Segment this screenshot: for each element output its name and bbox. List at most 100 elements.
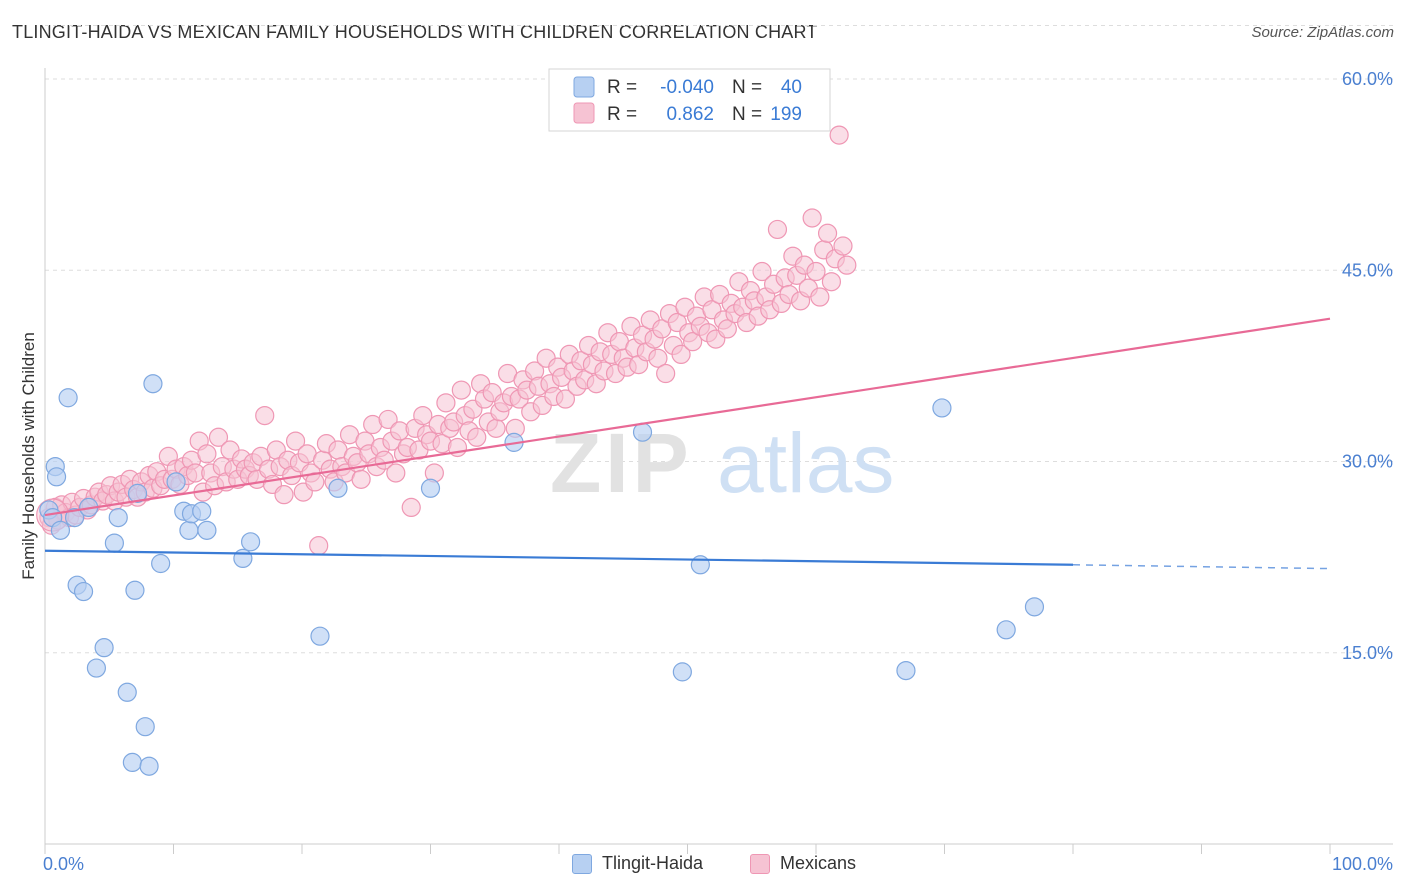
mexicans-point-161 <box>656 363 676 384</box>
legend-label-tlingit-haida: Tlingit-Haida <box>602 853 704 873</box>
tlingit-haida-point-3 <box>46 467 67 487</box>
tlingit-haida-point-20 <box>143 374 163 394</box>
y-tick-label-2: 45.0% <box>1342 260 1393 280</box>
watermark: ZIP atlas <box>550 416 894 510</box>
source-label: Source: ZipAtlas.com <box>1251 24 1394 41</box>
watermark-zip: ZIP <box>550 416 693 510</box>
mexicans-point-159 <box>648 348 668 368</box>
mexicans-point-117 <box>486 418 506 438</box>
mexicans-point-95 <box>401 497 421 517</box>
mexicans-point-203 <box>817 223 838 243</box>
mexicans-point-200 <box>806 261 826 282</box>
tlingit-haida-point-11 <box>94 638 114 658</box>
mexicans-point-45 <box>208 427 229 447</box>
trend-line-tlingit-haida-extension <box>1072 564 1331 570</box>
legend-top-box <box>548 68 831 132</box>
legend-swatch-pink <box>750 853 770 874</box>
tlingit-haida-point-29 <box>241 532 261 552</box>
x-tick-label-min: 0.0% <box>43 854 84 874</box>
tlingit-haida-point-28 <box>233 548 253 569</box>
mexicans-point-165 <box>671 344 691 364</box>
series-tlingit-haida-points <box>39 374 1045 776</box>
watermark-atlas: atlas <box>717 416 894 510</box>
mexicans-point-201 <box>810 287 830 307</box>
legend-swatch-blue <box>572 853 592 874</box>
legend-top-swatch-pink <box>573 102 595 124</box>
tlingit-haida-point-38 <box>932 398 952 418</box>
legend-item-mexicans[interactable]: Mexicans <box>750 853 856 874</box>
mexicans-point-206 <box>829 125 849 145</box>
mexicans-point-98 <box>413 406 433 426</box>
mexicans-point-62 <box>274 485 294 505</box>
mexicans-point-177 <box>717 319 737 339</box>
mexicans-point-208 <box>837 255 857 275</box>
legend-top: R = -0.040 N = 40 R = 0.862 N = 199 <box>548 68 831 132</box>
tlingit-haida-point-18 <box>135 717 155 737</box>
mexicans-point-71 <box>309 536 329 556</box>
legend-item-tlingit-haida[interactable]: Tlingit-Haida <box>572 853 703 874</box>
legend-top-r-value-blue: -0.040 <box>660 77 714 98</box>
tlingit-haida-point-6 <box>64 507 85 528</box>
tlingit-haida-point-27 <box>197 520 217 540</box>
mexicans-point-204 <box>821 272 842 292</box>
legend-top-r-label-pink: R = <box>607 104 642 125</box>
mexicans-point-112 <box>467 427 487 447</box>
mexicans-point-190 <box>767 219 788 240</box>
y-tick-labels: 15.0% 30.0% 45.0% 60.0% <box>1342 69 1393 663</box>
tlingit-haida-point-14 <box>117 682 137 702</box>
tlingit-haida-point-39 <box>996 620 1016 640</box>
chart-title: TLINGIT-HAIDA VS MEXICAN FAMILY HOUSEHOL… <box>12 22 818 42</box>
mexicans-point-91 <box>386 463 406 483</box>
mexicans-point-168 <box>683 332 703 352</box>
tlingit-haida-point-24 <box>179 520 199 540</box>
mexicans-point-89 <box>378 409 398 430</box>
axes <box>44 68 1393 854</box>
legend-top-r-value-pink: 0.862 <box>666 104 714 125</box>
trend-lines <box>44 317 1331 570</box>
y-tick-label-3: 60.0% <box>1342 69 1393 89</box>
tlingit-haida-point-10 <box>86 658 107 678</box>
tlingit-haida-point-8 <box>73 581 94 602</box>
legend-top-n-value-pink: 199 <box>770 104 802 125</box>
tlingit-haida-point-21 <box>151 553 171 574</box>
legend-top-r-label-blue: R = <box>607 77 642 98</box>
tlingit-haida-point-37 <box>896 660 916 681</box>
tlingit-haida-point-26 <box>192 501 212 521</box>
mexicans-point-82 <box>351 469 371 489</box>
tlingit-haida-point-30 <box>310 626 330 646</box>
mexicans-point-199 <box>802 208 822 228</box>
mexicans-point-57 <box>255 406 275 426</box>
mexicans-point-65 <box>285 431 306 451</box>
tlingit-haida-point-35 <box>672 662 692 682</box>
trend-line-mexicans <box>44 317 1331 517</box>
tlingit-haida-point-4 <box>50 520 71 540</box>
tlingit-haida-point-16 <box>125 580 145 600</box>
legend-top-n-value-blue: 40 <box>781 77 802 98</box>
tlingit-haida-point-5 <box>58 388 78 408</box>
tlingit-haida-point-32 <box>420 478 441 498</box>
y-axis-title: Family Households with Children <box>19 332 38 580</box>
legend-top-n-label-pink: N = <box>732 104 767 125</box>
tlingit-haida-point-12 <box>104 533 124 553</box>
mexicans-point-42 <box>197 444 217 464</box>
mexicans-point-104 <box>436 393 456 413</box>
trend-line-tlingit-haida <box>44 549 1074 566</box>
y-tick-label-1: 30.0% <box>1342 452 1393 472</box>
series-mexicans-points <box>36 125 857 556</box>
tlingit-haida-point-17 <box>127 483 148 503</box>
mexicans-point-207 <box>833 236 853 256</box>
tlingit-haida-point-13 <box>108 507 128 528</box>
tlingit-haida-point-22 <box>166 472 186 492</box>
tlingit-haida-point-31 <box>328 478 348 498</box>
legend-top-n-label-blue: N = <box>732 77 767 98</box>
tlingit-haida-point-34 <box>632 422 653 442</box>
mexicans-point-108 <box>451 380 471 400</box>
legend-label-mexicans: Mexicans <box>780 853 857 873</box>
mexicans-point-135 <box>555 389 576 409</box>
legend-bottom: Tlingit-Haida Mexicans <box>0 850 1406 880</box>
tlingit-haida-point-40 <box>1024 597 1045 617</box>
tlingit-haida-point-36 <box>690 555 710 575</box>
legend-top-swatch-blue <box>573 76 595 98</box>
y-tick-label-0: 15.0% <box>1342 643 1393 663</box>
